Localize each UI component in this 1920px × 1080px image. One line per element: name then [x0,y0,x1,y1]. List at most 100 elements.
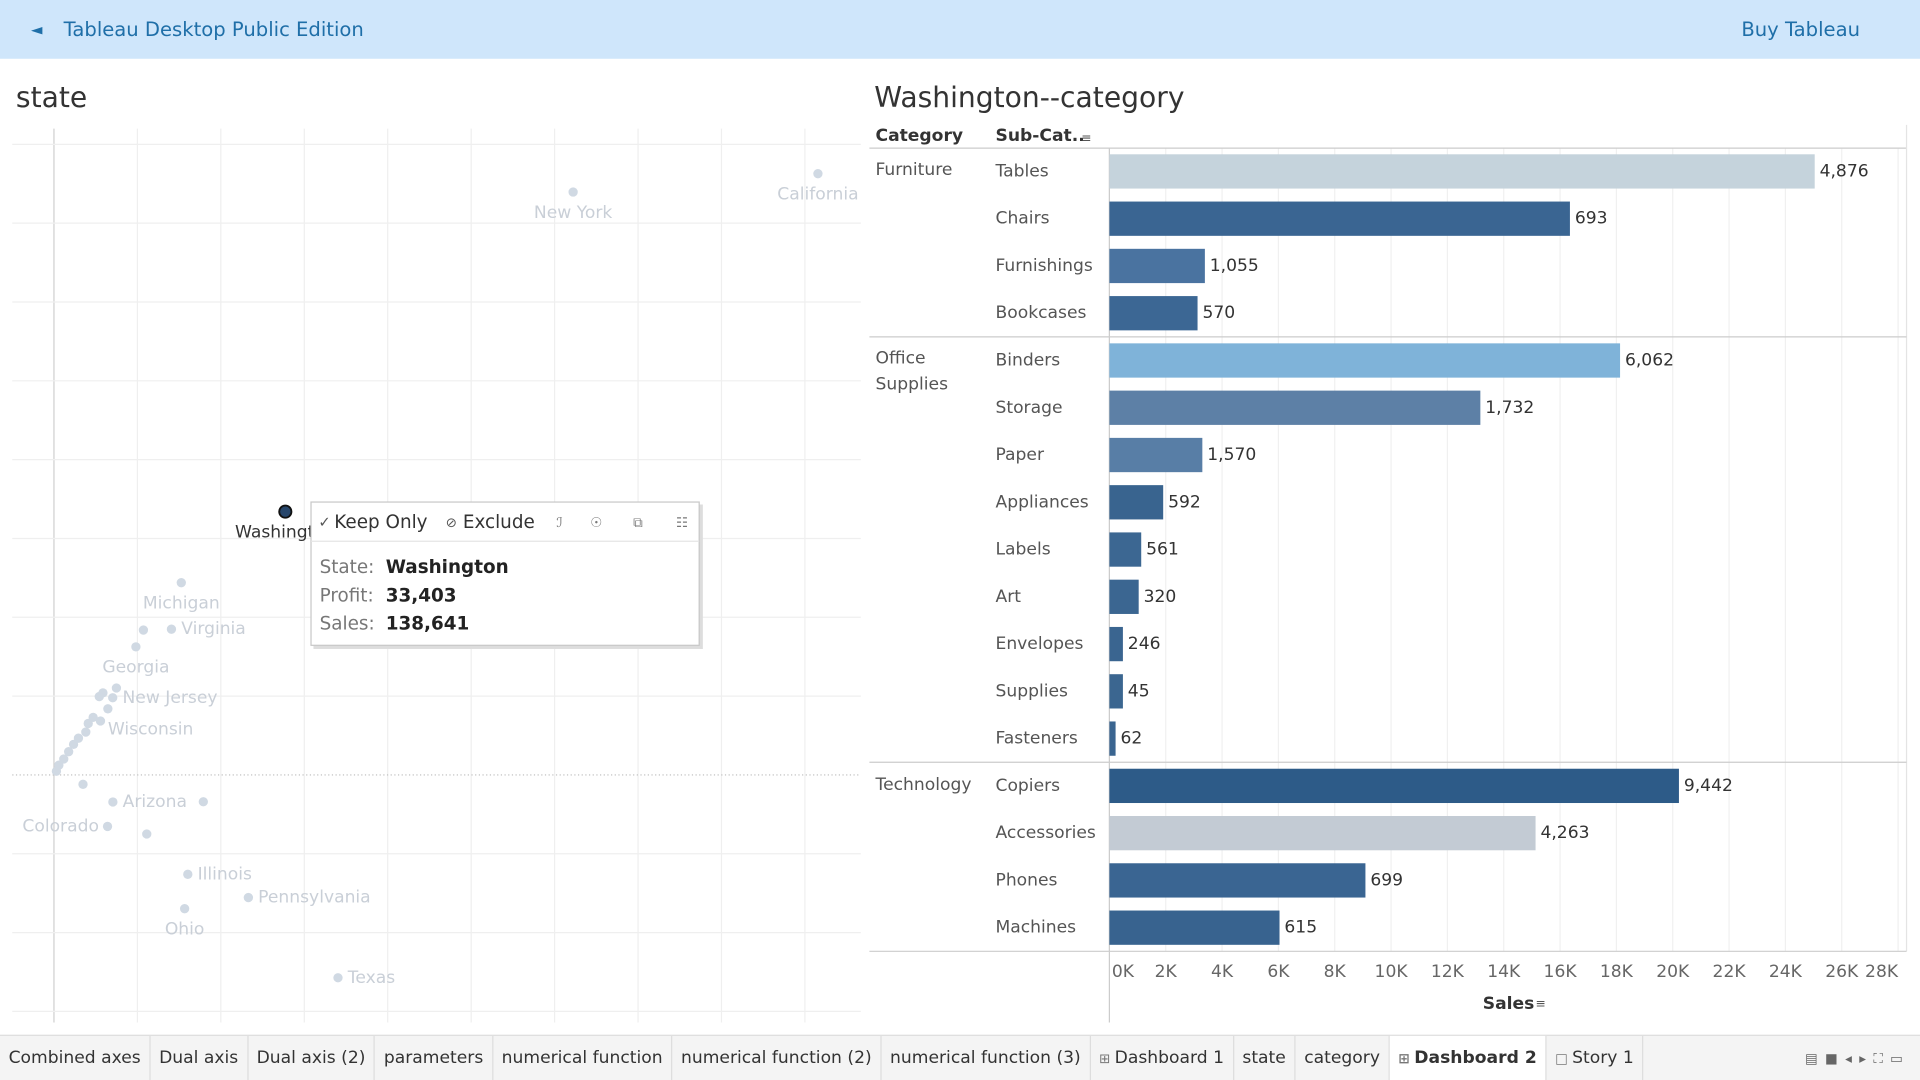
point[interactable] [63,747,74,757]
tab-bar: Combined axes Dual axis Dual axis (2) param… [0,1034,1920,1080]
buy-link[interactable]: Buy Tableau [1741,18,1860,41]
bar[interactable] [1109,485,1164,520]
point[interactable] [243,892,254,903]
bar[interactable] [1109,154,1815,189]
sort-icon[interactable]: ≡ [1536,997,1546,1011]
x-tick-label: 0K [1112,962,1135,982]
tab-label: Dashboard 2 [1414,1048,1537,1068]
bar-label: 62 [1120,729,1142,749]
sub-category-label: Accessories [996,823,1096,843]
exclude-icon: ⊘ [446,516,457,531]
megaphone-icon: ◄ [31,22,43,39]
sort-icon[interactable]: ≡ [1081,131,1091,145]
point[interactable] [94,691,104,702]
sub-category-label: Phones [996,870,1058,890]
bar[interactable] [1109,343,1621,378]
point[interactable] [142,829,152,839]
sheet-tab[interactable]: parameters [375,1035,494,1080]
point[interactable] [138,625,149,635]
point[interactable] [333,973,343,983]
point[interactable] [166,624,177,634]
sub-category-label: Labels [996,540,1051,560]
sheet-tab[interactable]: numerical function [493,1035,673,1080]
bar[interactable] [1109,721,1116,756]
tab-label: numerical function [501,1048,663,1068]
point[interactable] [73,733,84,743]
x-tick-label: 28K [1865,962,1899,982]
bar[interactable] [1109,532,1142,567]
sheet-tab[interactable]: Dual axis (2) [248,1035,376,1080]
sheet-tab[interactable]: ⊞ Dashboard 1 [1091,1035,1234,1080]
x-tick-label: 18K [1600,962,1634,982]
sub-category-label: Supplies [996,681,1069,701]
tool-icon[interactable]: ⧉ [633,516,643,531]
point[interactable] [131,642,141,652]
sheet-tab[interactable]: □ Story 1 [1547,1035,1644,1080]
bar[interactable] [1109,910,1280,945]
point[interactable] [95,716,106,726]
bar[interactable] [1109,626,1123,662]
sub-category-label: Binders [996,350,1061,370]
point-label: New York [534,203,612,223]
bar[interactable] [1109,201,1570,236]
bar[interactable] [1109,674,1123,709]
keep-only[interactable]: Keep Only [334,512,427,533]
point[interactable] [108,797,118,807]
bar[interactable] [1109,579,1139,614]
sheet-tab[interactable]: Combined axes [0,1035,151,1080]
point[interactable] [179,904,190,914]
sub-category-label: Chairs [996,209,1050,229]
point[interactable] [81,727,91,737]
bar[interactable] [1109,863,1366,898]
sheet-tab[interactable]: ⊞ Dashboard 2 [1389,1035,1547,1080]
point-label: Colorado [22,816,99,836]
point-label: Pennsylvania [258,888,371,908]
sheet-tab[interactable]: numerical function (2) [672,1035,882,1080]
sheet-tab[interactable]: category [1296,1035,1390,1080]
bar-label: 9,442 [1684,776,1733,796]
point[interactable] [78,779,88,789]
sub-category-label: Appliances [996,492,1089,512]
bar[interactable] [1109,296,1198,331]
tab-icon: ⊞ [1398,1050,1415,1067]
tool-icon[interactable]: ☷ [676,516,688,531]
point-label: Texas [347,968,395,988]
sub-category-label: Bookcases [996,303,1087,323]
tab-icon: ⊞ [1099,1050,1115,1067]
bar[interactable] [1109,816,1536,851]
bar[interactable] [1109,437,1203,473]
bar-label: 246 [1128,634,1161,654]
sheet-tab[interactable]: Dual axis [151,1035,249,1080]
point[interactable] [102,821,113,832]
sheet-tab[interactable]: numerical function (3) [881,1035,1091,1080]
view-controls[interactable]: ▤■◂▸⛶▭ [1804,1050,1911,1066]
point[interactable] [108,693,118,703]
point[interactable] [176,578,186,588]
sub-category-label: Furnishings [996,256,1093,276]
tab-label: Dual axis [159,1048,239,1068]
point[interactable] [103,704,113,714]
point[interactable] [183,869,193,879]
point[interactable] [568,187,578,197]
bar[interactable] [1109,390,1481,425]
bar[interactable] [1109,768,1679,804]
point[interactable] [111,683,122,693]
tab-label: parameters [383,1048,484,1068]
selected-point[interactable] [278,504,293,519]
tooltip-box [310,501,700,646]
exclude[interactable]: Exclude [463,512,535,533]
point[interactable] [88,712,98,723]
sheet-tab[interactable]: state [1234,1035,1296,1080]
tool-icon[interactable]: ℐ [556,516,562,531]
bar-label: 561 [1146,540,1179,560]
point[interactable] [59,754,69,764]
bar[interactable] [1109,248,1205,284]
bar-label: 592 [1168,492,1201,512]
point[interactable] [198,797,208,807]
bar-label: 1,055 [1210,256,1259,276]
point[interactable] [813,169,823,179]
tool-icon[interactable]: ☉ [590,516,602,531]
